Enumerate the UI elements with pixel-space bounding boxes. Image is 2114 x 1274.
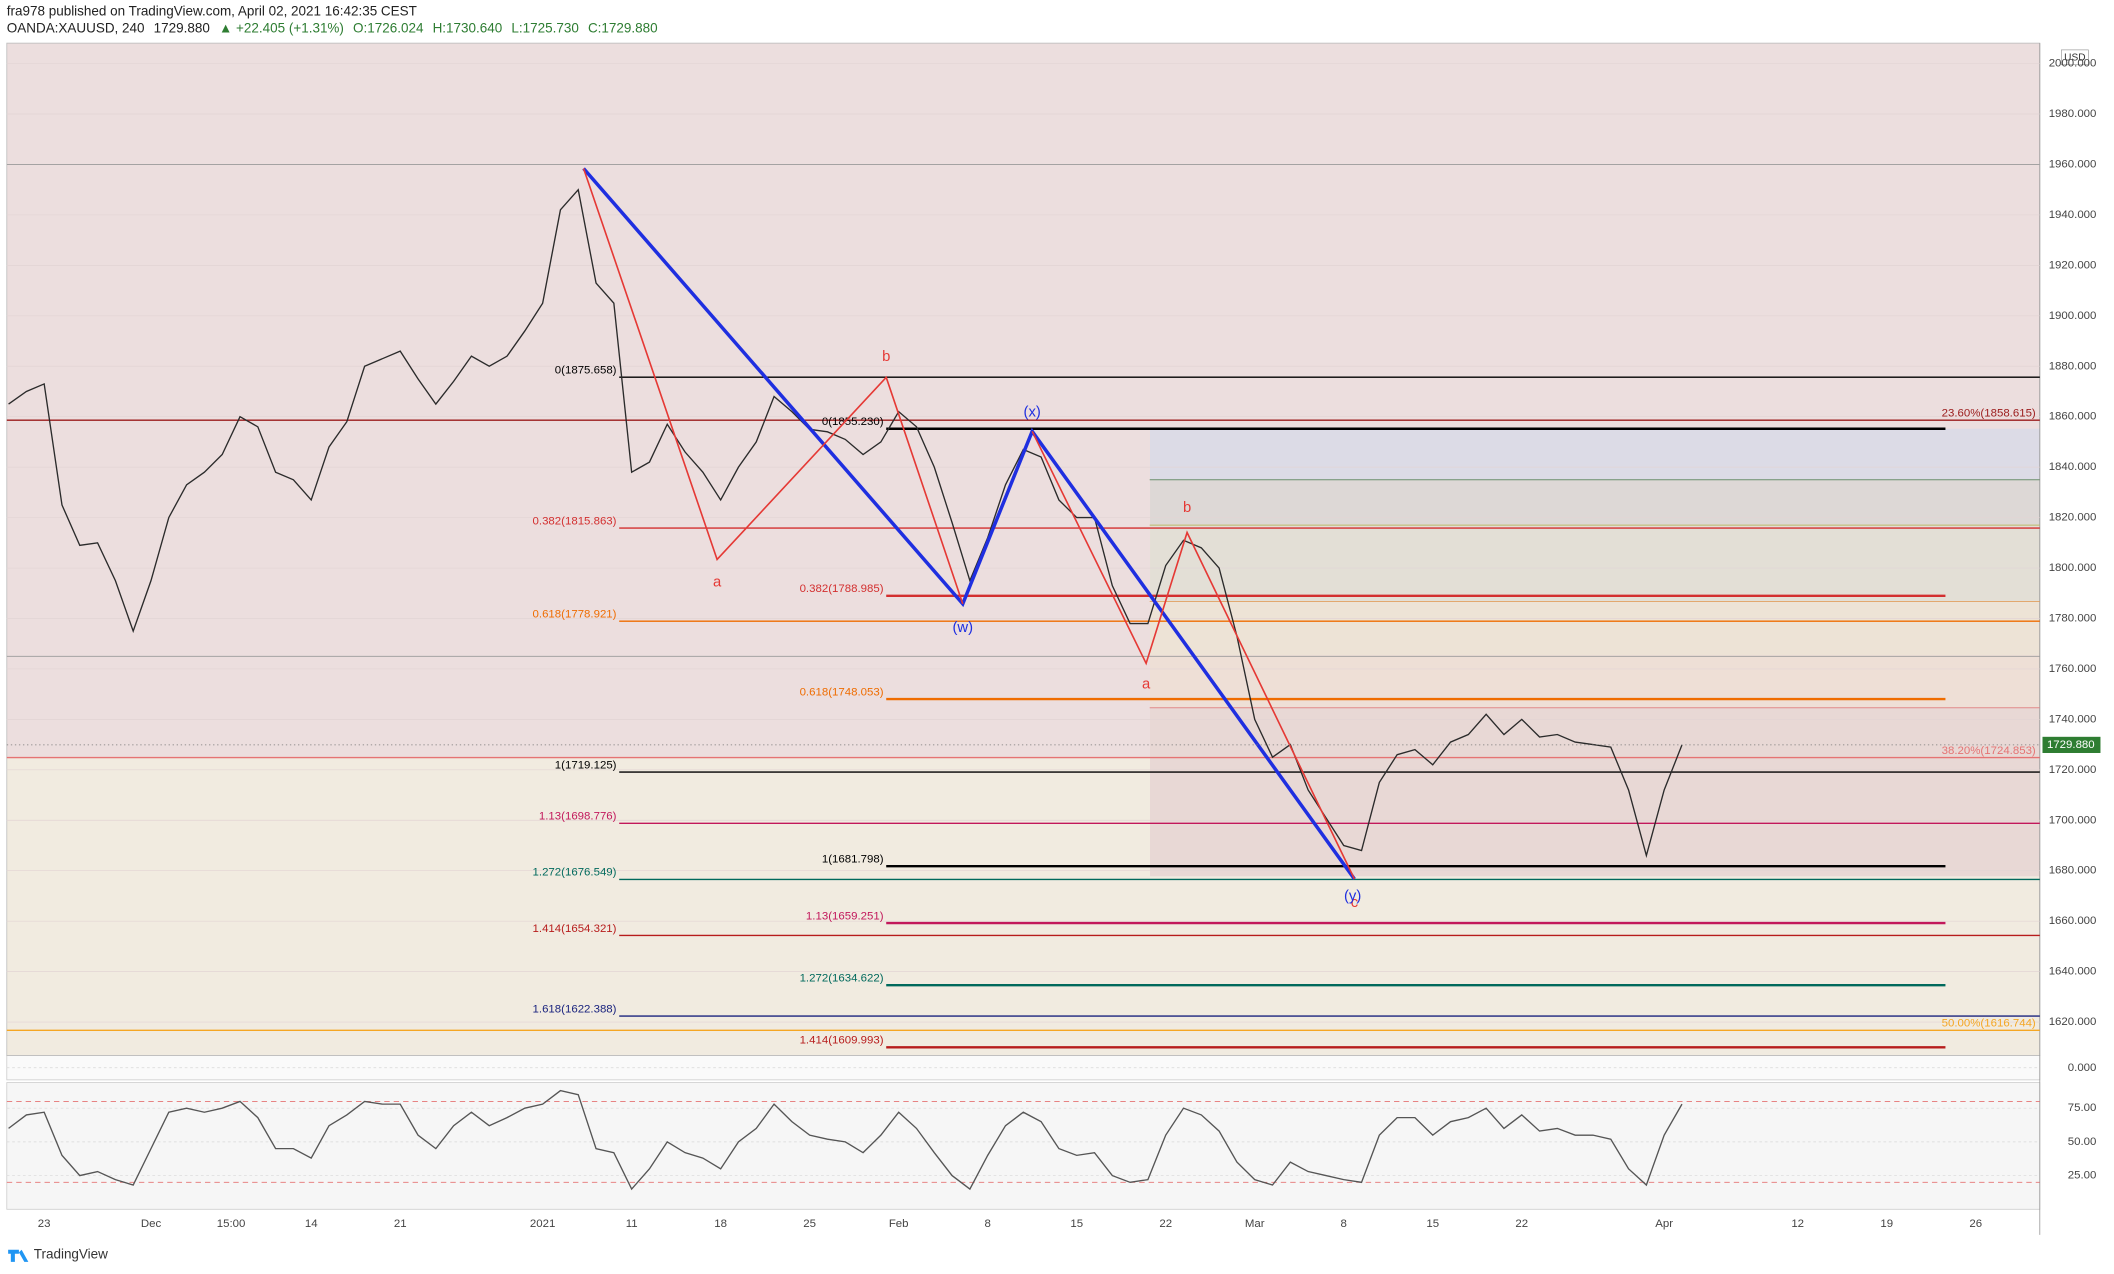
wave-label: b [1183,500,1191,516]
fib-zone [1150,707,2040,877]
brand: TradingView [34,1247,108,1262]
x-tick-label: Mar [1245,1218,1265,1230]
x-tick-label: 15 [1426,1218,1439,1230]
fib-label: 0(1855.230) [822,416,884,428]
fib-label: 0.618(1778.921) [533,608,617,620]
x-tick-label: 19 [1880,1218,1893,1230]
last-price-label: 1729.880 [2047,739,2095,751]
fib-label: 1.618(1622.388) [533,1003,617,1015]
fib-label: 0.618(1748.053) [800,686,884,698]
y-tick-label: 1920.000 [2049,259,2097,271]
x-tick-label: 22 [1159,1218,1172,1230]
wave-label: a [713,574,722,590]
fib-label: 1.414(1609.993) [800,1035,884,1047]
fib-label: 1(1681.798) [822,853,884,865]
fib-label: 50.00%(1616.744) [1942,1018,2036,1030]
logo [8,1249,29,1262]
y-tick-label: 25.00 [2068,1170,2097,1182]
y-tick-label: 1660.000 [2049,915,2097,927]
wave-label: c [1351,895,1359,911]
x-tick-label: 25 [803,1218,816,1230]
wave-label: a [1142,677,1151,693]
y-tick-label: 1800.000 [2049,562,2097,574]
y-tick-label: 1900.000 [2049,310,2097,322]
y-tick-label: 50.00 [2068,1136,2097,1148]
high: H:1730.640 [433,20,503,35]
y-tick-label: 1780.000 [2049,613,2097,625]
fib-zone [1150,601,2040,656]
x-tick-label: 23 [38,1218,51,1230]
x-tick-label: 2021 [530,1218,555,1230]
last: 1729.880 [154,20,210,35]
y-tick-label: 2000.000 [2049,58,2097,70]
last-price-box [2042,736,2101,753]
x-tick-label: 11 [626,1218,638,1230]
x-tick-label: 21 [394,1218,407,1230]
fib-label: 1(1719.125) [555,759,617,771]
wave-line [582,168,964,605]
fib-label: 38.20%(1724.853) [1942,745,2036,757]
fib-label: 0.382(1788.985) [800,583,884,595]
fib-label: 23.60%(1858.615) [1942,407,2036,419]
y-tick-label: 1720.000 [2049,764,2097,776]
fib-label: 1.414(1654.321) [533,923,617,935]
open: O:1726.024 [353,20,424,35]
fib-label: 1.272(1634.622) [800,972,884,984]
y-tick-label: 1840.000 [2049,461,2097,473]
wave-line [1031,430,1356,880]
symbol-info: OANDA:XAUUSD, 240 1729.880 ▲ +22.405 (+1… [7,20,658,35]
low: L:1725.730 [511,20,578,35]
y-tick-label: 1680.000 [2049,865,2097,877]
symbol: OANDA:XAUUSD, 240 [7,20,145,35]
wave-label: (x) [1024,404,1041,420]
x-tick-label: 26 [1969,1218,1982,1230]
change: ▲ +22.405 (+1.31%) [219,20,344,35]
y-tick-label: 1960.000 [2049,158,2097,170]
fib-zone [1150,428,2040,480]
wave-label: (y) [1344,888,1361,904]
publisher: fra978 published on TradingView.com, Apr… [7,4,417,19]
y-tick-label: 1640.000 [2049,966,2097,978]
x-tick-label: 8 [985,1218,991,1230]
x-tick-label: 18 [714,1218,727,1230]
fib-zone [1150,479,2040,525]
y-tick-label: 1620.000 [2049,1016,2097,1028]
fib-label: 0.382(1815.863) [533,515,617,527]
fib-zone [1150,524,2040,602]
y-tick-label: 0.000 [2068,1062,2097,1074]
x-tick-label: 14 [305,1218,318,1230]
y-tick-label: 1880.000 [2049,360,2097,372]
x-tick-label: 15 [1070,1218,1083,1230]
y-tick-label: 1860.000 [2049,411,2097,423]
y-tick-label: 1940.000 [2049,209,2097,221]
y-tick-label: 75.00 [2068,1102,2097,1114]
fib-label: 1.13(1698.776) [539,811,617,823]
wave-label: b [882,349,890,365]
x-tick-label: 15:00 [217,1218,246,1230]
wave-line [582,167,1356,881]
x-tick-label: 22 [1515,1218,1528,1230]
x-tick-label: Apr [1655,1218,1673,1230]
price-line [8,188,1683,859]
currency: USD [2064,53,2085,64]
x-tick-label: 12 [1791,1218,1804,1230]
y-tick-label: 1760.000 [2049,663,2097,675]
price-line [8,1089,1683,1191]
close: C:1729.880 [588,20,658,35]
y-tick-label: 1980.000 [2049,108,2097,120]
y-tick-label: 1700.000 [2049,814,2097,826]
x-tick-label: 8 [1341,1218,1347,1230]
currency-box [2061,49,2089,66]
y-tick-label: 1740.000 [2049,713,2097,725]
fib-label: 1.272(1676.549) [533,867,617,879]
fib-label: 0(1875.658) [555,364,617,376]
wave-label: (w) [952,620,973,636]
fib-label: 1.13(1659.251) [806,910,884,922]
x-tick-label: Dec [141,1218,162,1230]
y-tick-label: 1820.000 [2049,512,2097,524]
x-tick-label: Feb [889,1218,909,1230]
